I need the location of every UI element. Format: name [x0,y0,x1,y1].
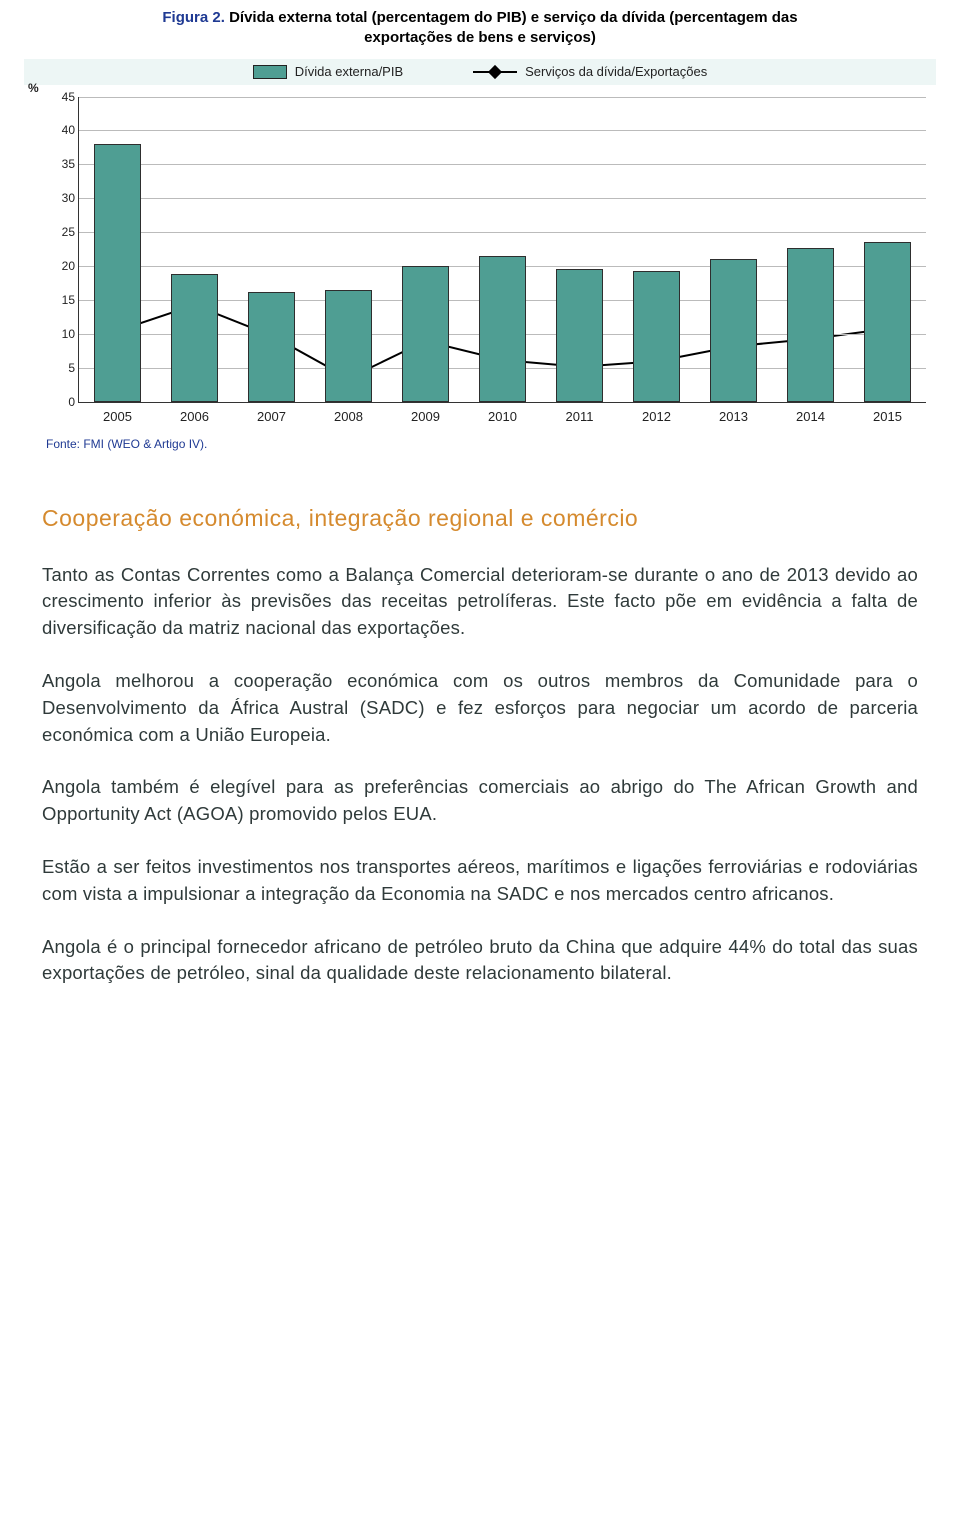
x-tick-label: 2014 [796,409,825,424]
paragraph-2: Angola melhorou a cooperação económica c… [42,668,918,748]
chart-bar [556,269,604,402]
x-tick-label: 2007 [257,409,286,424]
line-swatch-icon [473,65,517,79]
legend-bar-label: Dívida externa/PIB [295,64,403,79]
chart-bar [710,259,758,401]
chart-bar [94,144,142,402]
chart-bar [787,248,835,402]
chart-bar [248,292,296,402]
chart-container: Figura 2. Dívida externa total (percenta… [0,0,960,455]
x-tick-label: 2010 [488,409,517,424]
x-tick-label: 2015 [873,409,902,424]
x-tick-label: 2008 [334,409,363,424]
chart-bar [633,271,681,401]
chart-plot: 0510152025303540452005200620072008200920… [78,97,926,403]
y-tick-label: 40 [51,123,75,137]
paragraph-4: Estão a ser feitos investimentos nos tra… [42,854,918,908]
chart-bar [402,266,450,402]
y-tick-label: 15 [51,293,75,307]
y-tick-label: 45 [51,90,75,104]
x-tick-label: 2013 [719,409,748,424]
y-tick-label: 0 [51,395,75,409]
chart-title-text: Dívida externa total (percentagem do PIB… [225,9,798,46]
x-tick-label: 2012 [642,409,671,424]
grid-line [79,97,926,98]
grid-line [79,130,926,131]
y-tick-label: 5 [51,361,75,375]
y-tick-label: 25 [51,225,75,239]
paragraph-5: Angola é o principal fornecedor africano… [42,934,918,988]
legend-item-line: Serviços da dívida/Exportações [473,64,707,79]
section-heading: Cooperação económica, integração regiona… [42,505,918,532]
y-tick-label: 20 [51,259,75,273]
chart-bar [171,274,219,401]
chart-source: Fonte: FMI (WEO & Artigo IV). [46,437,936,451]
x-tick-label: 2009 [411,409,440,424]
chart-bar [479,256,527,402]
document-body: Cooperação económica, integração regiona… [0,455,960,1044]
legend-line-label: Serviços da dívida/Exportações [525,64,707,79]
chart-bar [325,290,373,401]
y-tick-label: 10 [51,327,75,341]
x-tick-label: 2006 [180,409,209,424]
y-axis-label: % [28,81,39,95]
x-tick-label: 2011 [566,409,594,424]
bar-swatch-icon [253,65,287,79]
y-tick-label: 35 [51,157,75,171]
legend-item-bar: Dívida externa/PIB [253,64,403,79]
chart-bar [864,242,912,401]
chart-title: Figura 2. Dívida externa total (percenta… [130,8,830,49]
grid-line [79,198,926,199]
grid-line [79,164,926,165]
grid-line [79,232,926,233]
y-tick-label: 30 [51,191,75,205]
paragraph-1: Tanto as Contas Correntes como a Balança… [42,562,918,642]
chart-legend: Dívida externa/PIB Serviços da dívida/Ex… [24,59,936,85]
chart-title-prefix: Figura 2. [162,9,225,26]
paragraph-3: Angola também é elegível para as preferê… [42,774,918,828]
x-tick-label: 2005 [103,409,132,424]
chart-area: % 05101520253035404520052006200720082009… [58,89,926,429]
